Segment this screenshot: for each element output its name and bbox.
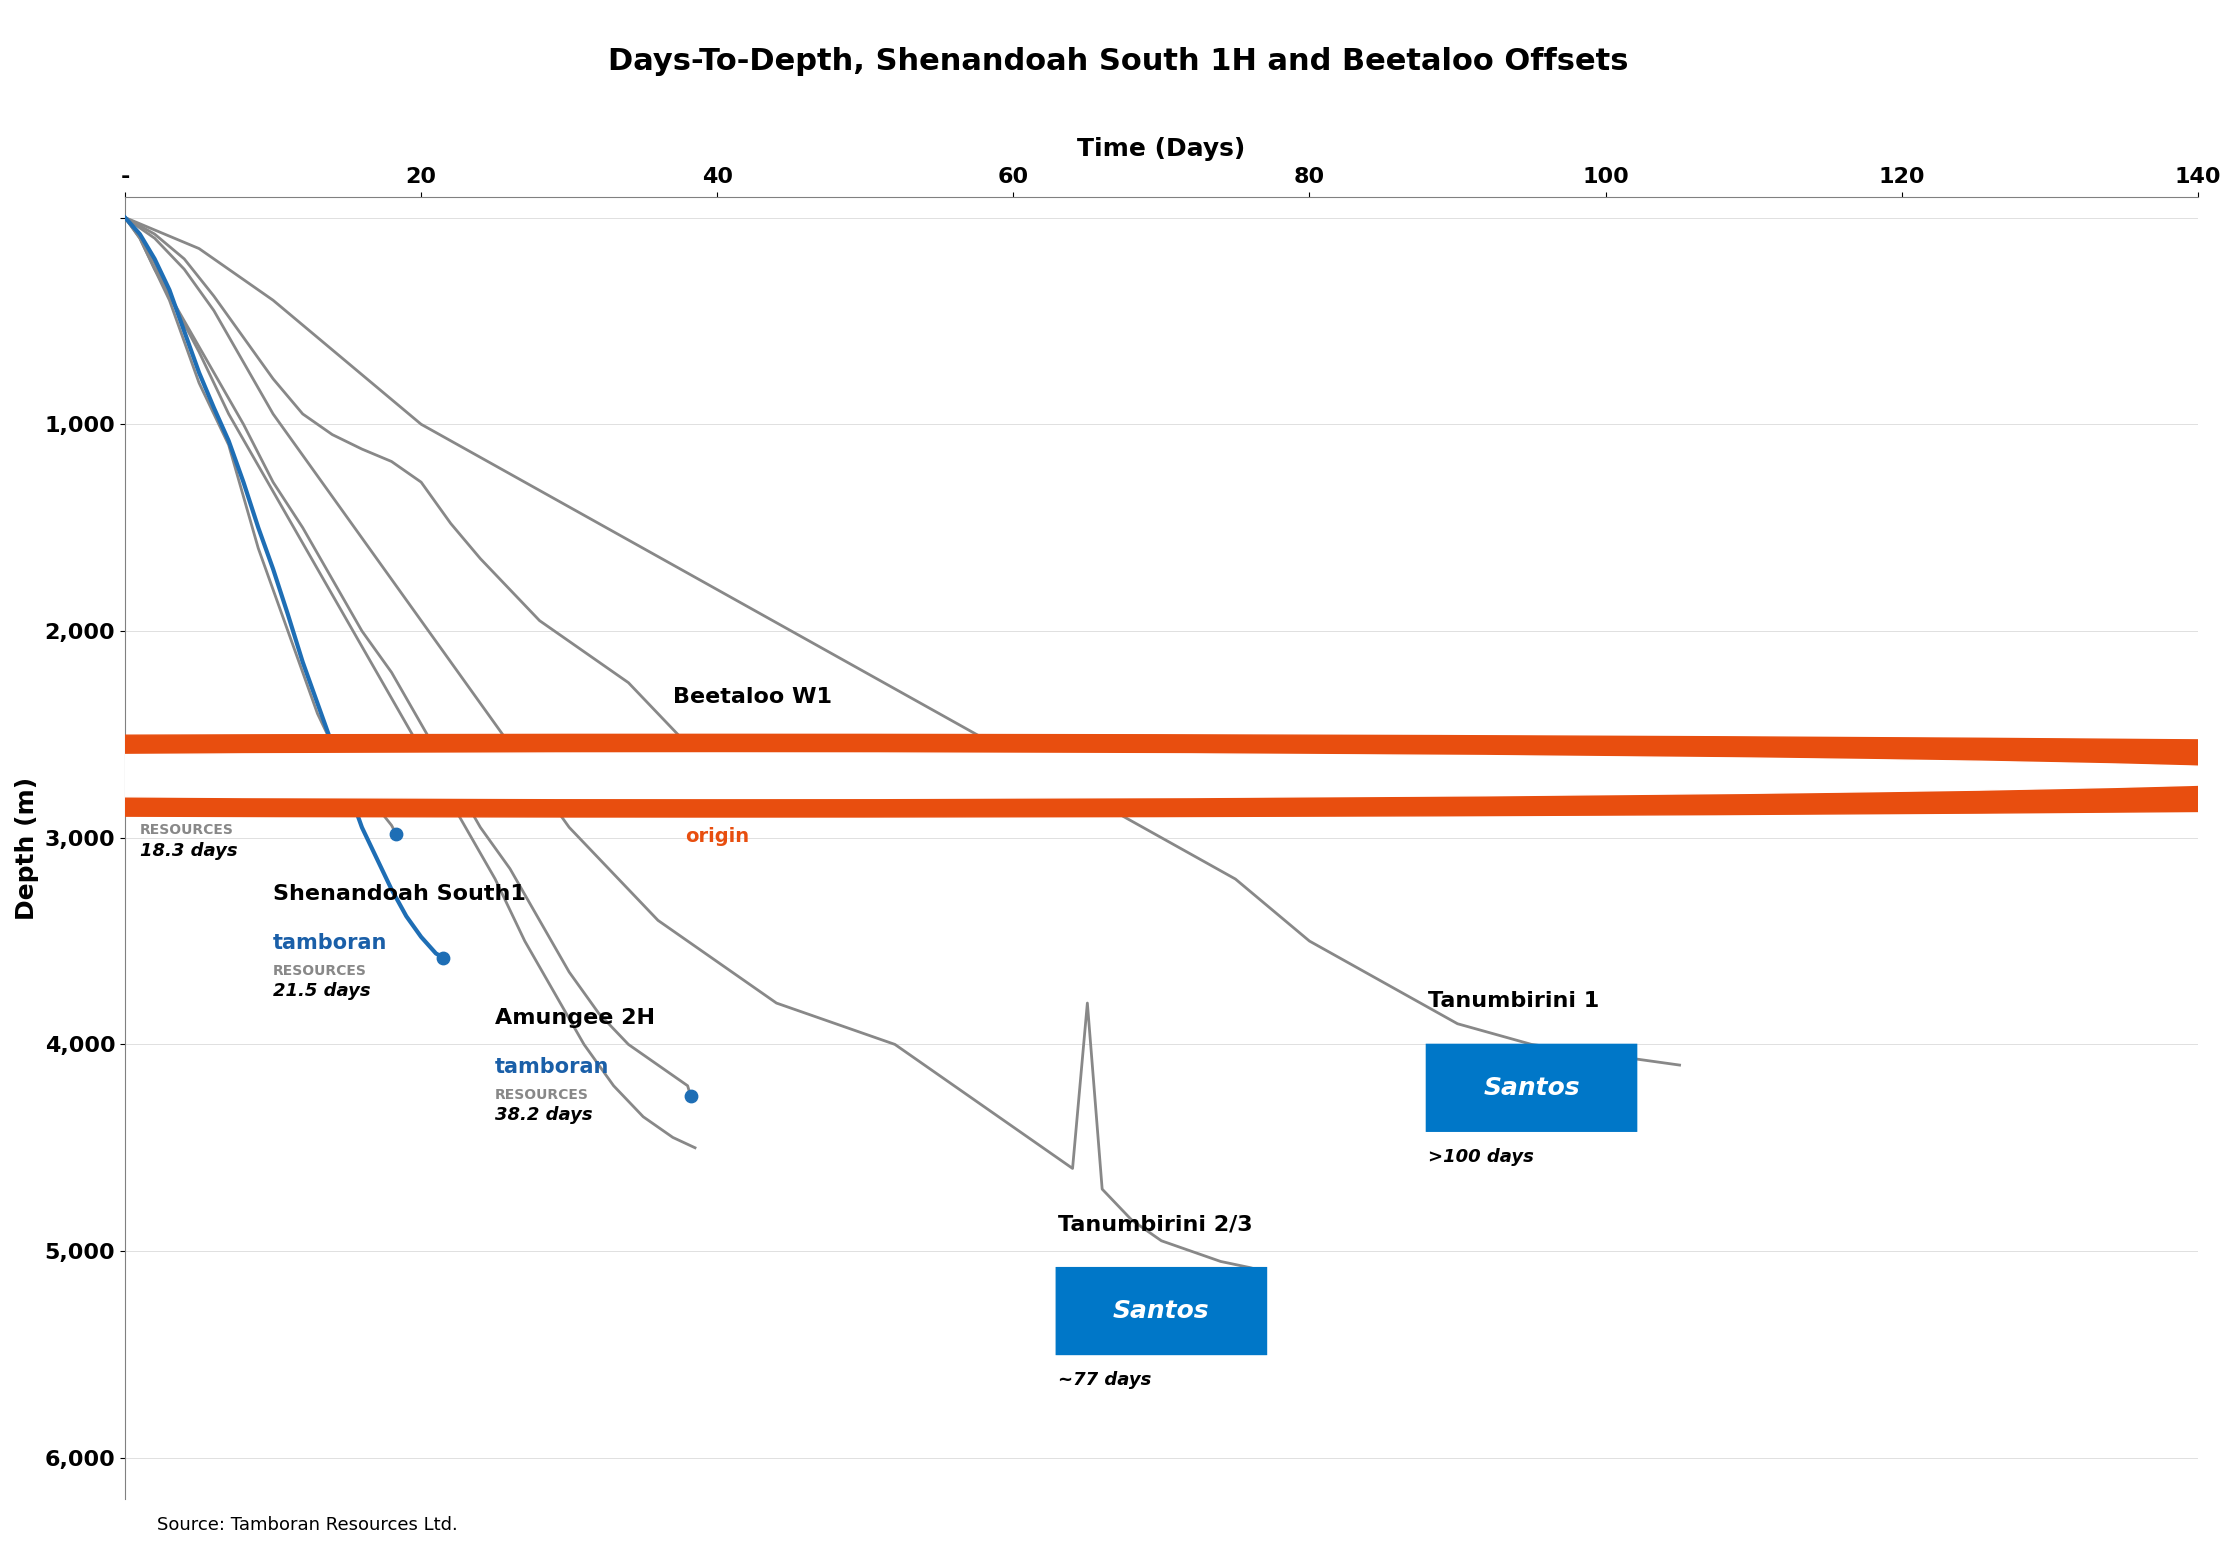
Text: 21.5 days: 21.5 days xyxy=(273,982,371,1001)
Point xyxy=(673,1083,709,1108)
FancyBboxPatch shape xyxy=(1055,1268,1266,1355)
Text: origin: origin xyxy=(684,827,749,846)
Text: RESOURCES: RESOURCES xyxy=(273,963,367,977)
Text: Santos: Santos xyxy=(1482,1076,1581,1101)
Text: Amungee 2H: Amungee 2H xyxy=(494,1008,655,1027)
Text: 45.2 days: 45.2 days xyxy=(805,766,903,785)
Text: 38.2 days: 38.2 days xyxy=(494,1107,593,1124)
Text: Tanumbirini 2/3: Tanumbirini 2/3 xyxy=(1058,1214,1252,1235)
Text: Days-To-Depth, Shenandoah South 1H and Beetaloo Offsets: Days-To-Depth, Shenandoah South 1H and B… xyxy=(608,47,1628,76)
X-axis label: Time (Days): Time (Days) xyxy=(1078,137,1245,161)
Text: Maverick 1: Maverick 1 xyxy=(141,743,277,763)
Text: tamboran: tamboran xyxy=(141,793,255,812)
Point xyxy=(425,944,461,969)
Text: tamboran: tamboran xyxy=(494,1057,610,1077)
Text: Santos: Santos xyxy=(1114,1299,1210,1324)
Circle shape xyxy=(0,752,2236,798)
Text: Tanumbirini 1: Tanumbirini 1 xyxy=(1429,991,1599,1012)
Circle shape xyxy=(0,734,2236,816)
Text: Source: Tamboran Resources Ltd.: Source: Tamboran Resources Ltd. xyxy=(157,1516,458,1534)
Text: 18.3 days: 18.3 days xyxy=(141,841,237,860)
Text: RESOURCES: RESOURCES xyxy=(141,823,235,837)
Text: Shenandoah South1: Shenandoah South1 xyxy=(273,884,525,904)
FancyBboxPatch shape xyxy=(1427,1044,1637,1132)
Text: >100 days: >100 days xyxy=(1429,1147,1534,1166)
Text: ~77 days: ~77 days xyxy=(1058,1371,1152,1389)
Y-axis label: Depth (m): Depth (m) xyxy=(16,776,38,919)
Text: RESOURCES: RESOURCES xyxy=(494,1088,588,1102)
Text: Beetaloo W1: Beetaloo W1 xyxy=(673,687,832,707)
Text: tamboran: tamboran xyxy=(273,933,387,952)
Point xyxy=(378,821,414,846)
